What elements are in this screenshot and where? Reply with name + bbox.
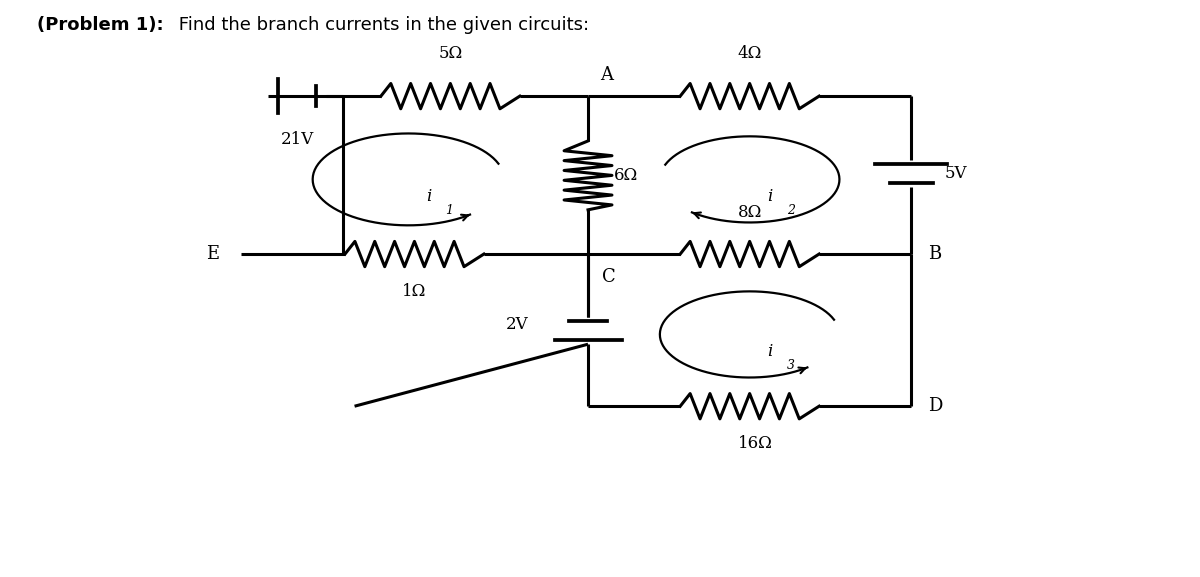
Text: 5Ω: 5Ω xyxy=(438,44,462,62)
Text: 5V: 5V xyxy=(944,165,967,182)
Text: 6Ω: 6Ω xyxy=(614,167,638,184)
Text: 3: 3 xyxy=(787,358,794,372)
Text: 1Ω: 1Ω xyxy=(402,283,427,300)
Text: 16Ω: 16Ω xyxy=(738,435,773,452)
Text: 8Ω: 8Ω xyxy=(738,204,762,221)
Text: C: C xyxy=(602,268,616,286)
Text: 1: 1 xyxy=(445,204,454,216)
Text: 2: 2 xyxy=(787,204,794,216)
Text: 4Ω: 4Ω xyxy=(738,44,762,62)
Text: 2V: 2V xyxy=(505,316,528,333)
Text: (Problem 1):: (Problem 1): xyxy=(37,16,164,33)
Text: A: A xyxy=(600,66,613,84)
Text: i: i xyxy=(426,188,432,205)
Text: i: i xyxy=(768,343,773,360)
Text: B: B xyxy=(928,245,941,263)
Text: i: i xyxy=(768,188,773,205)
Text: E: E xyxy=(206,245,220,263)
Text: Find the branch currents in the given circuits:: Find the branch currents in the given ci… xyxy=(173,16,589,33)
Text: D: D xyxy=(928,397,942,415)
Text: 21V: 21V xyxy=(281,130,313,148)
